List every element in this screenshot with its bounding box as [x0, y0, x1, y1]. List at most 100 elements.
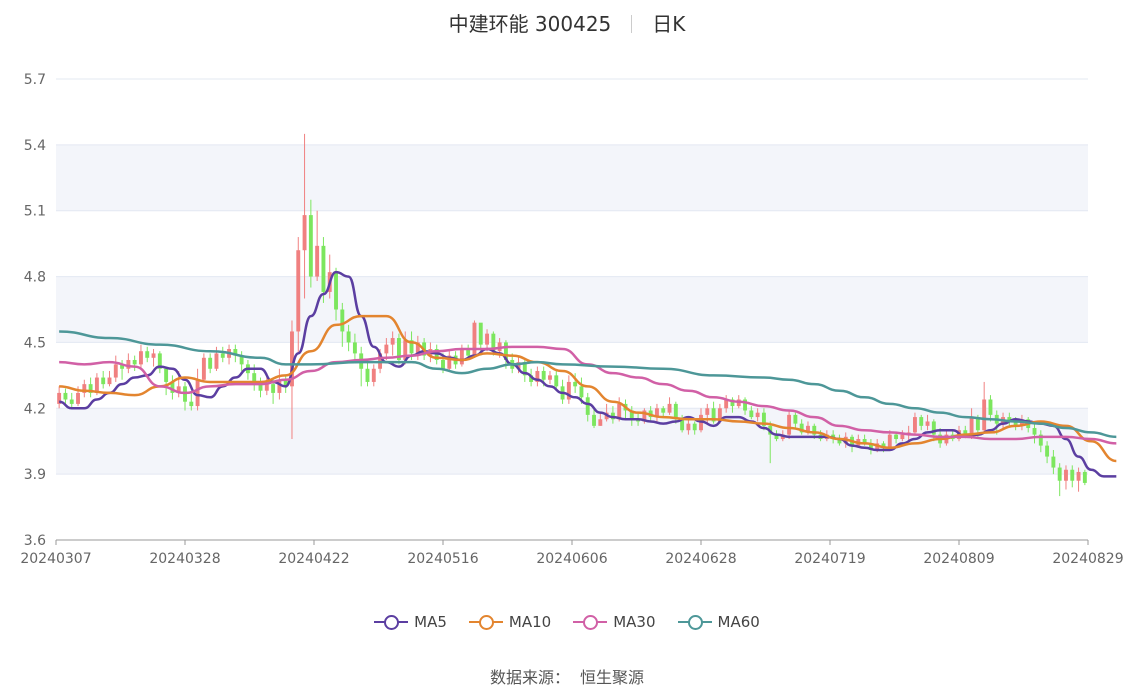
candle-down — [749, 406, 754, 420]
candle-body — [277, 379, 282, 393]
candle-up — [390, 331, 395, 356]
candle-body — [296, 250, 301, 332]
candle-body — [503, 342, 508, 360]
candle-body — [384, 344, 389, 354]
candle-body — [403, 340, 408, 360]
candle-up — [598, 412, 603, 426]
candle-down — [189, 392, 194, 411]
candle-down — [573, 373, 578, 393]
candle-body — [447, 355, 452, 369]
candle-body — [151, 353, 156, 358]
candle-body — [321, 245, 326, 292]
y-tick-label: 5.4 — [24, 138, 46, 154]
candle-body — [585, 397, 590, 415]
x-tick-label: 20240307 — [20, 551, 91, 567]
candle-up — [296, 237, 301, 354]
candle-body — [969, 417, 974, 435]
candle-body — [837, 439, 842, 444]
ma5-line — [58, 270, 1117, 478]
legend-item-ma5[interactable]: MA5 — [374, 613, 447, 631]
x-tick-label: 20240719 — [794, 551, 865, 567]
candle-body — [214, 353, 219, 369]
ma10-marker-icon — [468, 615, 503, 630]
candle-body — [1038, 434, 1043, 446]
candle-down — [183, 381, 187, 411]
candle-down — [258, 377, 263, 398]
candle-body — [478, 322, 483, 345]
candle-body — [233, 349, 238, 356]
candle-body — [894, 434, 899, 440]
candle-body — [730, 399, 735, 407]
candle-body — [887, 434, 892, 448]
y-tick-label: 5.1 — [24, 204, 46, 220]
candle-body — [1007, 417, 1012, 422]
candle-down — [761, 408, 766, 431]
candle-body — [1057, 467, 1062, 481]
candle-body — [793, 414, 798, 424]
candle-down — [1007, 412, 1012, 426]
candle-body — [749, 410, 754, 418]
candle-body — [881, 443, 886, 448]
ma60-marker-icon — [677, 615, 712, 630]
candle-down — [1051, 449, 1056, 475]
candle-body — [308, 215, 313, 277]
candle-up — [535, 366, 540, 387]
candle-body — [592, 414, 596, 426]
candle-body — [661, 408, 666, 413]
x-tick-label: 20240516 — [407, 551, 478, 567]
candle-body — [1045, 445, 1050, 457]
candle-up — [113, 355, 118, 382]
candle-body — [69, 399, 74, 404]
candle-body — [491, 333, 496, 352]
candle-body — [673, 403, 678, 420]
candle-body — [743, 399, 747, 411]
candle-down — [352, 333, 357, 360]
x-tick-label: 20240606 — [536, 551, 607, 567]
candle-body — [1082, 471, 1087, 483]
candle-body — [988, 399, 993, 415]
x-tick-label: 20240829 — [1052, 551, 1123, 567]
candle-down — [743, 397, 747, 415]
legend-item-ma10[interactable]: MA10 — [468, 613, 551, 631]
candle-body — [170, 381, 175, 393]
legend: MA5 MA10 MA30 MA60 — [0, 613, 1134, 631]
candle-body — [397, 338, 401, 360]
legend-item-ma30[interactable]: MA30 — [573, 613, 656, 631]
candle-down — [1045, 441, 1050, 464]
candle-body — [705, 408, 710, 415]
candle-up — [139, 344, 143, 369]
y-tick-label: 4.8 — [24, 270, 46, 286]
candle-body — [1070, 469, 1075, 481]
candle-body — [346, 331, 351, 343]
data-source: 数据来源： 恒生聚源 — [0, 664, 1134, 688]
legend-label-ma5: MA5 — [414, 613, 447, 631]
candlestick-chart: 3.6 3.9 4.2 4.5 4.8 5.1 5.4 5.7 20240307 2024032… — [20, 72, 1124, 567]
candle-body — [629, 410, 634, 420]
candle-body — [655, 408, 659, 418]
y-tick-label: 4.5 — [24, 335, 46, 351]
candle-down — [101, 370, 106, 389]
candle-body — [913, 417, 917, 433]
candle-body — [94, 377, 99, 393]
candle-up — [472, 320, 477, 358]
candle-down — [208, 353, 213, 374]
candle-body — [919, 417, 924, 426]
candle-down — [321, 237, 326, 303]
candle-down — [239, 351, 244, 371]
candle-up — [724, 395, 729, 413]
candle-up — [925, 414, 930, 431]
candle-down — [592, 408, 596, 429]
legend-item-ma60[interactable]: MA60 — [677, 613, 760, 631]
ma60-line — [59, 330, 1117, 439]
candle-body — [982, 399, 987, 431]
candle-up — [82, 379, 87, 398]
candle-up — [548, 370, 552, 385]
candle-up — [667, 397, 672, 415]
candle-body — [711, 408, 716, 422]
x-axis: 20240307 20240328 20240422 20240516 20240606… — [20, 539, 1124, 567]
candle-down — [88, 377, 93, 398]
candle-body — [1032, 428, 1037, 435]
candle-down — [1070, 465, 1075, 488]
candle-body — [63, 392, 68, 400]
candle-body — [132, 359, 137, 365]
